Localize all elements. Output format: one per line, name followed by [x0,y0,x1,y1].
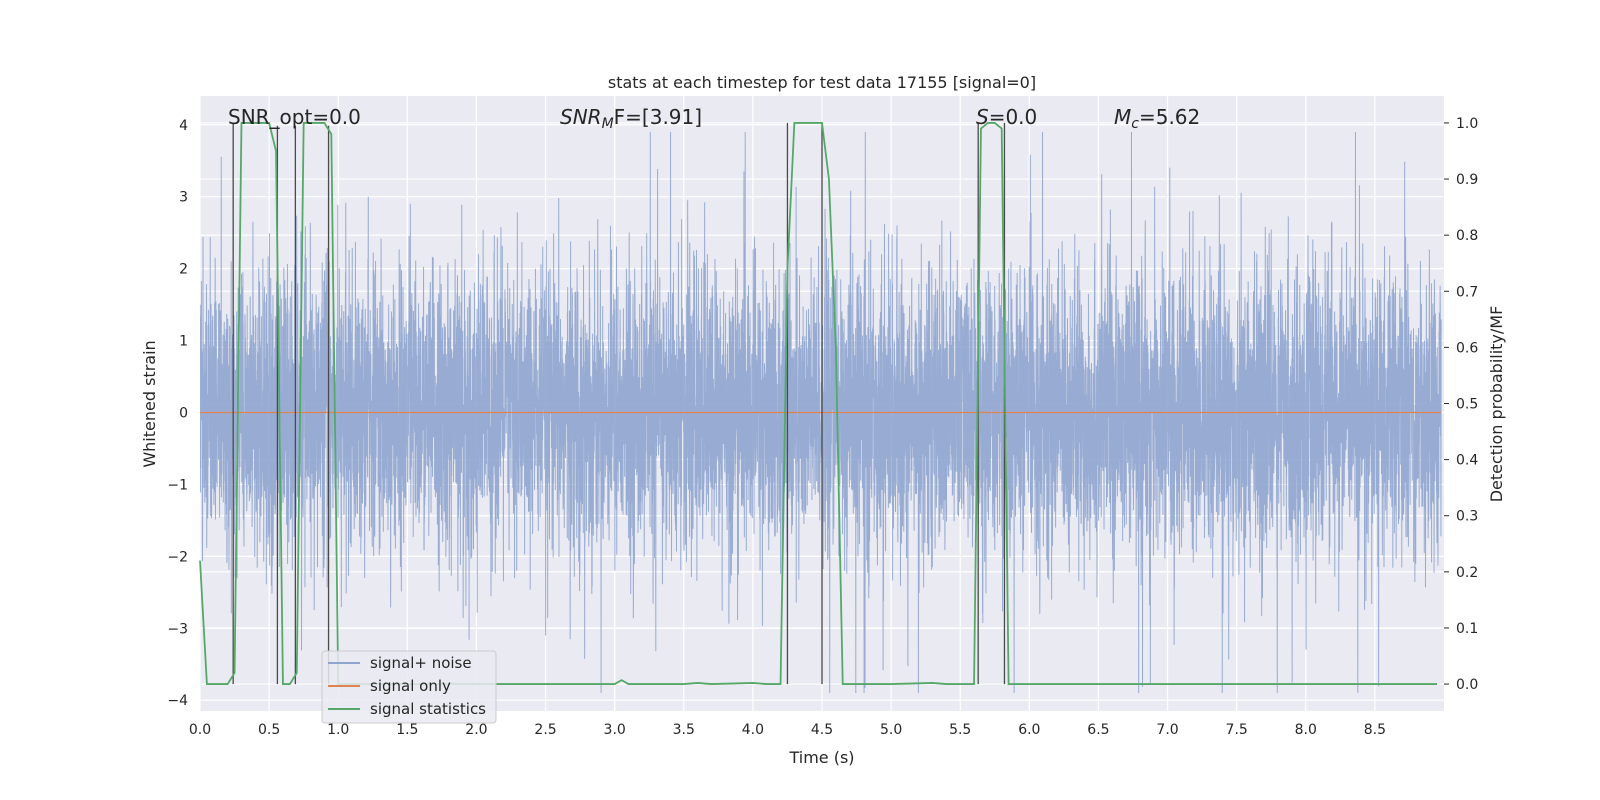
y-tick-label: 3 [179,190,188,206]
annotation-s-name: S [976,105,989,129]
x-tick-label: 4.0 [742,722,764,738]
series-signal-statistics [199,122,1438,685]
x-tick-label: 2.5 [534,722,556,738]
chart-title: stats at each timestep for test data 171… [608,73,1036,92]
y2-tick-label: 0.8 [1456,228,1478,244]
x-tick-label: 7.5 [1226,722,1248,738]
annotation-mc-name: M [1114,105,1131,129]
annotation-snr-opt: SNR_opt=0.0 [228,105,361,129]
x-axis-ticks: 0.0 0.5 1.0 1.5 2.0 2.5 3.0 3.5 4.0 4.5 5.0 5.5 6.0 6… [189,722,1386,738]
annotation-s: S=0.0 [976,105,1037,129]
x-tick-label: 1.5 [396,722,418,738]
annotation-mc-rest: =5.62 [1139,105,1200,129]
x-tick-label: 0.5 [258,722,280,738]
y-tick-label: 4 [179,118,188,134]
y2-axis-label: Detection probability/MF [1487,306,1506,503]
legend-box [321,650,497,724]
y2-tick-label: 0.7 [1456,284,1478,300]
x-tick-label: 5.0 [880,722,902,738]
x-tick-label: 7.0 [1156,722,1178,738]
line-signal-statistics [199,122,1438,685]
x-tick-label: 1.0 [327,722,349,738]
legend-label-signal-noise: signal+ noise [370,654,472,672]
y2-tick-label: 0.5 [1456,397,1478,413]
x-tick-label: 2.0 [465,722,487,738]
y2-tick-label: 0.4 [1456,453,1478,469]
y-axis-ticks: 4 3 2 1 0 −1 −2 −3 −4 [167,118,188,709]
annotation-mc-sub: c [1131,116,1139,132]
x-tick-label: 8.5 [1364,722,1386,738]
y2-tick-label: 1.0 [1456,116,1478,132]
x-tick-label: 8.0 [1295,722,1317,738]
x-axis-label: Time (s) [788,748,854,767]
x-tick-label: 3.0 [604,722,626,738]
y-tick-label: −1 [167,477,188,493]
y-tick-label: −2 [167,549,188,565]
legend-label-signal-statistics: signal statistics [370,700,486,718]
y2-tick-label: 0.0 [1456,677,1478,693]
y-tick-label: −4 [167,693,188,709]
x-tick-label: 0.0 [189,722,211,738]
annotation-snr-mf-sub: M [602,116,614,132]
annotation-snr-mf-rest: F=[3.91] [614,105,702,129]
y2-tick-label: 0.1 [1456,621,1478,637]
y-tick-label: 2 [179,262,188,278]
annotation-mc: Mc=5.62 [1114,105,1200,132]
y-tick-label: 1 [179,334,188,350]
y-tick-label: 0 [179,405,188,421]
x-tick-label: 5.5 [949,722,971,738]
x-tick-label: 3.5 [673,722,695,738]
legend: signal+ noise signal only signal statist… [321,650,497,724]
x-tick-label: 4.5 [811,722,833,738]
annotation-snr-mf-name: SNR [560,105,602,129]
y2-tick-label: 0.3 [1456,509,1478,525]
y-tick-label: −3 [167,621,188,637]
y2-tick-label: 0.6 [1456,340,1478,356]
y-axis-label: Whitened strain [140,340,159,467]
y2-axis-ticks: 1.0 0.9 0.8 0.7 0.6 0.5 0.4 0.3 0.2 0.1 0.0 [1444,116,1478,693]
series-signal-noise [200,131,1442,694]
annotation-snr-mf: SNRMF=[3.91] [560,105,702,132]
legend-label-signal-only: signal only [370,677,451,695]
y2-tick-label: 0.2 [1456,565,1478,581]
annotation-s-rest: =0.0 [989,105,1038,129]
x-tick-label: 6.5 [1087,722,1109,738]
line-signal-noise [200,131,1442,694]
y2-tick-label: 0.9 [1456,172,1478,188]
x-tick-label: 6.0 [1018,722,1040,738]
